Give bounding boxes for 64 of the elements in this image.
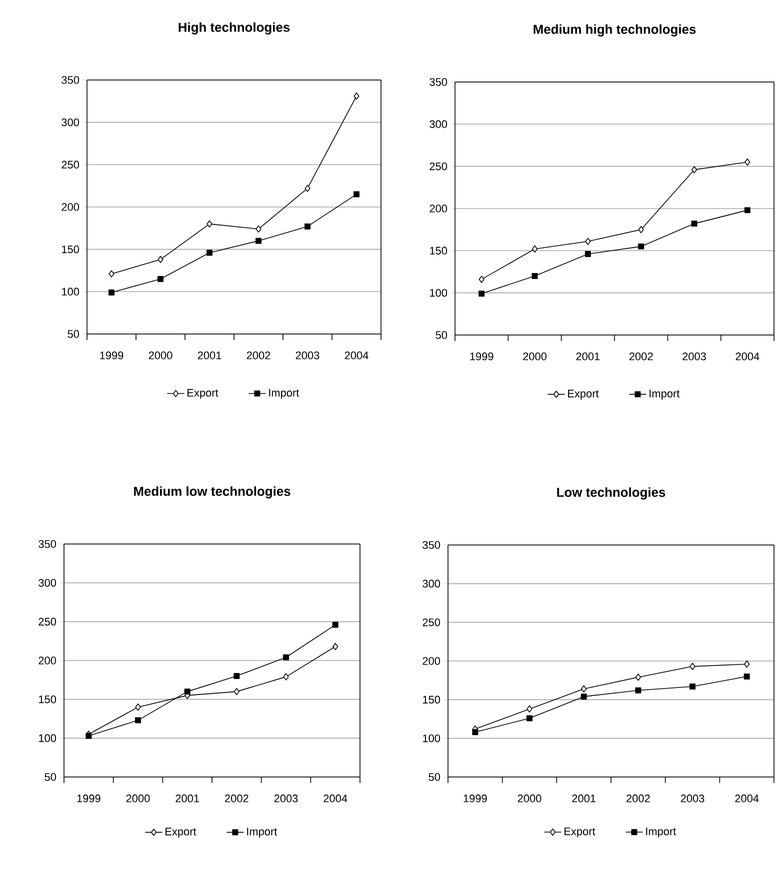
x-tick-label: 1999	[470, 352, 494, 360]
y-tick-label: 250	[38, 618, 56, 626]
y-tick-label: 150	[423, 696, 440, 704]
x-tick-label: 2002	[246, 352, 270, 360]
y-tick-label: 350	[430, 78, 448, 86]
x-tick-label: 2003	[296, 352, 320, 360]
y-tick-label: 300	[38, 578, 56, 587]
legend-label: Import	[247, 828, 278, 838]
x-tick-label: 2002	[225, 794, 248, 802]
y-tick-label: 200	[38, 656, 56, 664]
y-tick-label: 100	[430, 288, 448, 297]
legend-label: Import	[646, 828, 676, 838]
y-tick-label: 200	[430, 204, 448, 212]
y-tick-label: 200	[422, 657, 440, 665]
x-tick-label: 2003	[680, 794, 704, 802]
y-tick-label: 50	[68, 330, 80, 338]
chart-title: Medium low technologies	[134, 486, 290, 499]
x-tick-label: 2002	[626, 794, 650, 802]
y-tick-label: 300	[62, 118, 80, 126]
x-tick-label: 2004	[324, 794, 348, 802]
x-tick-label: 2000	[126, 794, 150, 802]
x-tick-label: 2001	[176, 794, 199, 802]
y-tick-label: 150	[39, 695, 56, 704]
y-tick-label: 350	[62, 76, 80, 84]
y-tick-label: 100	[62, 288, 80, 296]
chart-title: Low technologies	[557, 487, 666, 500]
x-tick-label: 2004	[344, 352, 368, 360]
y-tick-label: 250	[430, 162, 448, 170]
y-tick-label: 250	[62, 160, 80, 169]
x-tick-label: 2000	[518, 794, 542, 802]
chart-title: High technologies	[178, 22, 290, 34]
y-tick-label: 50	[44, 773, 56, 781]
y-tick-label: 250	[422, 618, 440, 626]
y-tick-label: 350	[422, 541, 440, 549]
x-tick-label: 2000	[148, 352, 172, 360]
legend-label: Export	[188, 388, 218, 399]
x-tick-label: 2000	[523, 352, 546, 360]
legend-label: Export	[166, 828, 196, 838]
y-tick-label: 150	[430, 246, 448, 255]
y-tick-label: 100	[39, 734, 56, 742]
legend-label: Export	[564, 828, 596, 838]
y-tick-label: 100	[423, 734, 440, 742]
x-tick-label: 1999	[464, 794, 487, 802]
x-tick-label: 2001	[198, 352, 222, 360]
y-tick-label: 350	[38, 540, 56, 548]
legend-label: Import	[269, 388, 300, 399]
x-tick-label: 2004	[736, 352, 760, 360]
x-tick-label: 2001	[572, 794, 596, 802]
chart-title: Medium high technologies	[534, 24, 696, 37]
legend-label: Export	[568, 390, 599, 400]
x-tick-label: 2003	[274, 794, 298, 802]
x-tick-label: 2004	[735, 794, 759, 802]
x-tick-label: 1999	[77, 794, 100, 802]
x-tick-label: 2003	[682, 352, 706, 360]
x-tick-label: 1999	[100, 352, 124, 360]
y-tick-label: 50	[428, 773, 440, 781]
x-tick-label: 2001	[576, 352, 600, 360]
y-tick-label: 300	[422, 580, 440, 588]
y-tick-label: 50	[436, 331, 448, 339]
y-tick-label: 200	[62, 203, 80, 211]
legend-label: Import	[650, 390, 680, 400]
x-tick-label: 2002	[629, 352, 653, 360]
y-tick-label: 150	[62, 245, 80, 254]
y-tick-label: 300	[430, 120, 448, 128]
